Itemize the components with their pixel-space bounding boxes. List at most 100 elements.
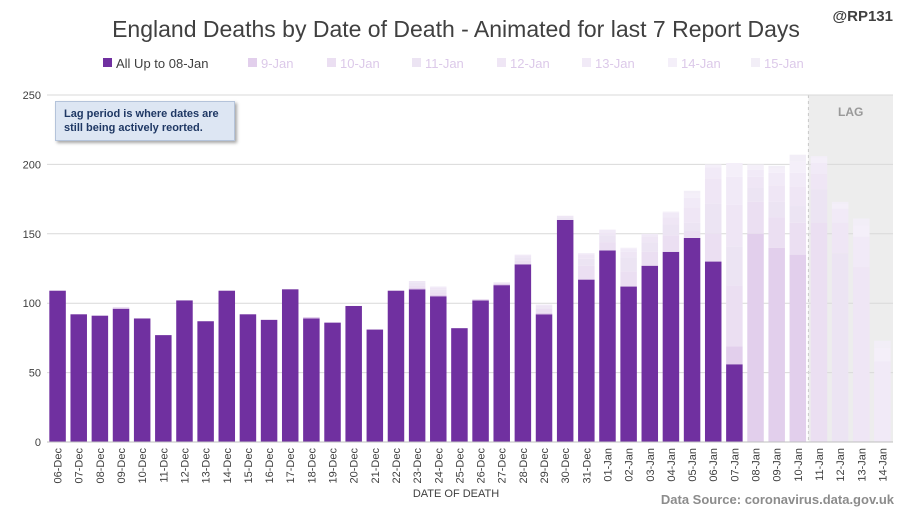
bar-segment [578, 253, 595, 255]
bar-segment [747, 164, 764, 166]
bar-segment [535, 304, 553, 306]
y-tick-label: 150 [23, 229, 41, 241]
x-tick-label: 13-Jan [856, 448, 868, 482]
legend-swatch [103, 58, 112, 67]
x-tick-label: 05-Jan [687, 448, 699, 482]
bar-segment [662, 217, 680, 225]
bar-segment [874, 361, 891, 442]
x-tick-label: 11-Jan [814, 448, 826, 481]
bar-segment [430, 294, 447, 297]
y-tick-label: 50 [29, 368, 41, 380]
x-tick-label: 10-Jan [793, 448, 805, 482]
x-tick-labels: 06-Dec 07-Dec 08-Dec 09-Dec 10-Dec 11-Dec 12-D… [53, 448, 890, 484]
bar-segment [641, 242, 659, 252]
x-tick-label: 21-Dec [370, 448, 382, 484]
x-tick-label: 06-Jan [708, 448, 720, 482]
bar-segment [620, 251, 637, 258]
bar-segment [620, 247, 637, 250]
bar-segment [768, 217, 785, 248]
bar-segment [768, 172, 785, 186]
bar-segment [662, 251, 680, 442]
bar-segment [810, 222, 828, 442]
bar-segment [239, 314, 257, 442]
x-tick-label: 31-Dec [581, 448, 593, 484]
bar-segment [514, 260, 532, 265]
bar-segment [683, 207, 701, 223]
legend-swatch [582, 58, 591, 67]
x-tick-label: 29-Dec [539, 448, 551, 484]
legend: All Up to 08-Jan 9-Jan 10-Jan 11-Jan 12-Jan 1… [103, 56, 804, 71]
bar-segment [789, 161, 807, 173]
bar-segment [408, 280, 426, 283]
bar-segment [599, 229, 616, 233]
bar-segment [599, 235, 616, 243]
x-tick-label: 28-Dec [518, 448, 530, 484]
bar-segment [747, 165, 764, 170]
bar-segment [218, 290, 236, 442]
bar-segment [853, 236, 870, 268]
data-source: Data Source: coronavirus.data.gov.uk [661, 492, 895, 507]
bar-segment [303, 317, 320, 319]
legend-label: 9-Jan [261, 56, 294, 71]
bar-segment [810, 174, 828, 190]
bar-segment [683, 231, 701, 238]
y-tick-label: 0 [35, 437, 41, 449]
bar-segment [260, 319, 278, 442]
bar-segment [789, 222, 807, 255]
bar-segment [112, 307, 130, 309]
bar-segment [747, 233, 764, 442]
x-tick-label: 26-Dec [476, 448, 488, 484]
bar-segment [831, 203, 849, 209]
y-tick-label: 250 [23, 90, 41, 102]
x-tick-label: 16-Dec [264, 448, 276, 484]
bar-segment [324, 322, 341, 442]
x-tick-label: 01-Jan [602, 448, 614, 482]
bar-segment [281, 289, 299, 442]
bar-segment [768, 168, 785, 173]
bar-segment [535, 307, 553, 309]
bar-segment [535, 312, 553, 315]
x-tick-label: 13-Dec [201, 448, 213, 484]
lag-note: Lag period is where dates are still bein… [55, 101, 235, 141]
lag-label: LAG [838, 105, 863, 119]
bar-segment [493, 285, 510, 442]
bar-segment [133, 318, 151, 442]
x-tick-label: 14-Dec [222, 448, 234, 484]
bar-segment [514, 257, 532, 261]
bar-segment [303, 318, 320, 442]
bar-segment [620, 257, 637, 272]
bar-segment [831, 208, 849, 223]
legend-swatch [497, 58, 506, 67]
bar-segment [620, 271, 637, 287]
x-tick-label: 23-Dec [412, 448, 424, 484]
bar-segment [789, 172, 807, 187]
bar-segment [535, 308, 553, 313]
x-tick-label: 25-Dec [454, 448, 466, 484]
bar-segment [70, 314, 87, 442]
bar-segment [789, 206, 807, 223]
legend-label: 10-Jan [340, 56, 380, 71]
bar-segment [831, 222, 849, 254]
bar-segment [789, 254, 807, 442]
legend-swatch [751, 58, 760, 67]
bar-segment [641, 265, 659, 442]
x-tick-label: 22-Dec [391, 448, 403, 484]
bar-segment [387, 290, 405, 442]
bar-segment [556, 219, 574, 442]
bar-segment [620, 249, 637, 252]
legend-label: 11-Jan [425, 56, 464, 71]
bar-segment [704, 261, 722, 442]
x-tick-label: 08-Jan [751, 448, 763, 482]
bar-segment [768, 247, 785, 442]
bar-segment [641, 236, 659, 243]
bar-segment [430, 296, 447, 442]
x-tick-label: 07-Dec [74, 448, 86, 484]
bar-segment [768, 165, 785, 169]
bar-segment [704, 164, 722, 168]
bar-segment [91, 315, 109, 442]
bar-segment [535, 314, 553, 442]
bar-segment [578, 265, 595, 280]
bar-segment [662, 211, 680, 213]
x-tick-label: 15-Dec [243, 448, 255, 484]
